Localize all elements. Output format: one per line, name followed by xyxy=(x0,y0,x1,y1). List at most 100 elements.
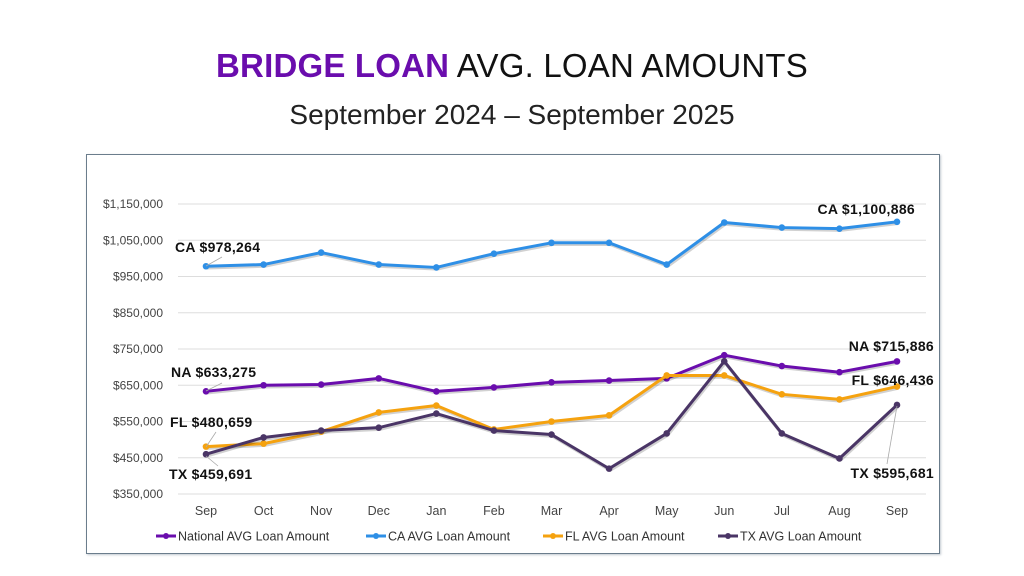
chart-frame xyxy=(86,154,940,554)
data-label: TX $459,691 xyxy=(169,466,252,482)
data-label: FL $480,659 xyxy=(170,414,252,430)
y-tick-label: $1,150,000 xyxy=(103,197,163,211)
data-point-marker xyxy=(720,351,728,359)
x-tick-label: Jan xyxy=(426,504,446,518)
y-tick-label: $850,000 xyxy=(113,306,163,320)
title-rest: AVG. LOAN AMOUNTS xyxy=(449,47,808,84)
series-line xyxy=(204,359,899,471)
data-point-marker xyxy=(433,388,440,395)
series-ca xyxy=(202,218,901,271)
data-point-marker xyxy=(375,261,383,268)
data-point-marker xyxy=(778,362,786,370)
data-point-marker xyxy=(433,410,440,417)
data-point-marker xyxy=(317,381,325,388)
data-point-marker xyxy=(260,261,267,268)
y-axis: $350,000 $450,000 $550,000 $650,000 $750,000… xyxy=(103,197,163,501)
leader-line xyxy=(205,256,223,267)
y-tick-label: $1,050,000 xyxy=(103,233,163,247)
y-tick-label: $950,000 xyxy=(113,270,163,284)
legend-item-national[interactable]: National AVG Loan Amount xyxy=(156,530,330,544)
data-point-marker xyxy=(605,239,613,247)
leader-line xyxy=(205,455,219,467)
chart-title: BRIDGE LOAN AVG. LOAN AMOUNTS xyxy=(0,46,1024,86)
leader-line xyxy=(205,382,223,392)
y-tick-label: $350,000 xyxy=(113,487,163,501)
x-tick-label: May xyxy=(655,504,679,518)
data-point-marker xyxy=(202,388,210,395)
data-labels: CA $978,264 CA $1,100,886 NA $633,275 NA $7… xyxy=(169,201,934,482)
x-tick-label: Nov xyxy=(310,504,333,518)
data-point-marker xyxy=(605,412,613,419)
data-point-marker xyxy=(836,455,843,462)
legend-label: CA AVG Loan Amount xyxy=(388,530,511,544)
data-label: FL $646,436 xyxy=(852,372,934,388)
data-point-marker xyxy=(433,264,440,271)
series-tx xyxy=(202,358,901,472)
data-point-marker xyxy=(433,402,440,409)
data-point-marker xyxy=(893,358,901,365)
y-tick-label: $650,000 xyxy=(113,378,163,392)
data-point-marker xyxy=(490,427,498,434)
x-tick-label: Jul xyxy=(774,504,790,518)
series-line xyxy=(204,353,899,393)
x-tick-label: Sep xyxy=(195,504,217,518)
chart-subtitle: September 2024 – September 2025 xyxy=(289,99,735,130)
x-tick-label: Sep xyxy=(886,504,908,518)
data-point-marker xyxy=(260,440,267,447)
x-axis: Sep Oct Nov Dec Jan Feb Mar Apr May Jun Jul Aug Sep xyxy=(195,504,908,518)
data-point-marker xyxy=(778,391,786,398)
data-point-marker xyxy=(548,379,555,386)
y-tick-label: $450,000 xyxy=(113,451,163,465)
x-tick-label: Mar xyxy=(541,504,563,518)
data-point-marker xyxy=(317,427,325,434)
data-label: CA $978,264 xyxy=(175,239,260,255)
legend-label: FL AVG Loan Amount xyxy=(565,530,685,544)
series-national xyxy=(202,351,901,395)
data-point-marker xyxy=(260,434,267,441)
data-label: CA $1,100,886 xyxy=(817,201,915,217)
data-point-marker xyxy=(893,218,901,226)
data-point-marker xyxy=(202,450,210,458)
data-point-marker xyxy=(778,430,786,437)
data-point-marker xyxy=(893,383,901,390)
data-point-marker xyxy=(605,465,613,472)
data-point-marker xyxy=(836,396,843,403)
data-point-marker xyxy=(663,372,670,379)
data-point-marker xyxy=(317,249,325,256)
legend-item-ca[interactable]: CA AVG Loan Amount xyxy=(366,530,511,544)
data-point-marker xyxy=(720,358,728,365)
gridlines xyxy=(178,203,926,495)
y-tick-label: $750,000 xyxy=(113,342,163,356)
legend: National AVG Loan Amount CA AVG Loan Amou… xyxy=(156,530,862,544)
data-point-marker xyxy=(375,424,383,431)
data-label: NA $715,886 xyxy=(849,338,934,354)
data-point-marker xyxy=(663,261,670,268)
data-point-marker xyxy=(836,225,843,232)
data-point-marker xyxy=(548,431,555,438)
data-point-marker xyxy=(548,239,555,247)
chart-header: BRIDGE LOAN AVG. LOAN AMOUNTS September … xyxy=(0,46,1024,132)
data-point-marker xyxy=(836,368,843,376)
x-tick-label: Oct xyxy=(254,504,274,518)
data-point-marker xyxy=(720,372,728,379)
data-label: NA $633,275 xyxy=(171,364,256,380)
leader-line xyxy=(205,431,217,448)
x-tick-label: Aug xyxy=(828,504,850,518)
data-point-marker xyxy=(893,401,901,409)
data-point-marker xyxy=(548,418,555,425)
x-tick-label: Apr xyxy=(599,504,618,518)
legend-item-fl[interactable]: FL AVG Loan Amount xyxy=(543,530,685,544)
data-point-marker xyxy=(202,262,210,270)
legend-item-tx[interactable]: TX AVG Loan Amount xyxy=(718,530,862,544)
legend-label: TX AVG Loan Amount xyxy=(740,530,862,544)
data-point-marker xyxy=(375,409,383,416)
data-point-marker xyxy=(490,250,498,257)
data-point-marker xyxy=(663,430,670,437)
data-point-marker xyxy=(720,219,728,226)
x-tick-label: Dec xyxy=(368,504,390,518)
x-tick-label: Jun xyxy=(714,504,734,518)
legend-label: National AVG Loan Amount xyxy=(178,530,330,544)
data-point-marker xyxy=(260,381,267,389)
title-accent: BRIDGE LOAN xyxy=(216,47,450,84)
